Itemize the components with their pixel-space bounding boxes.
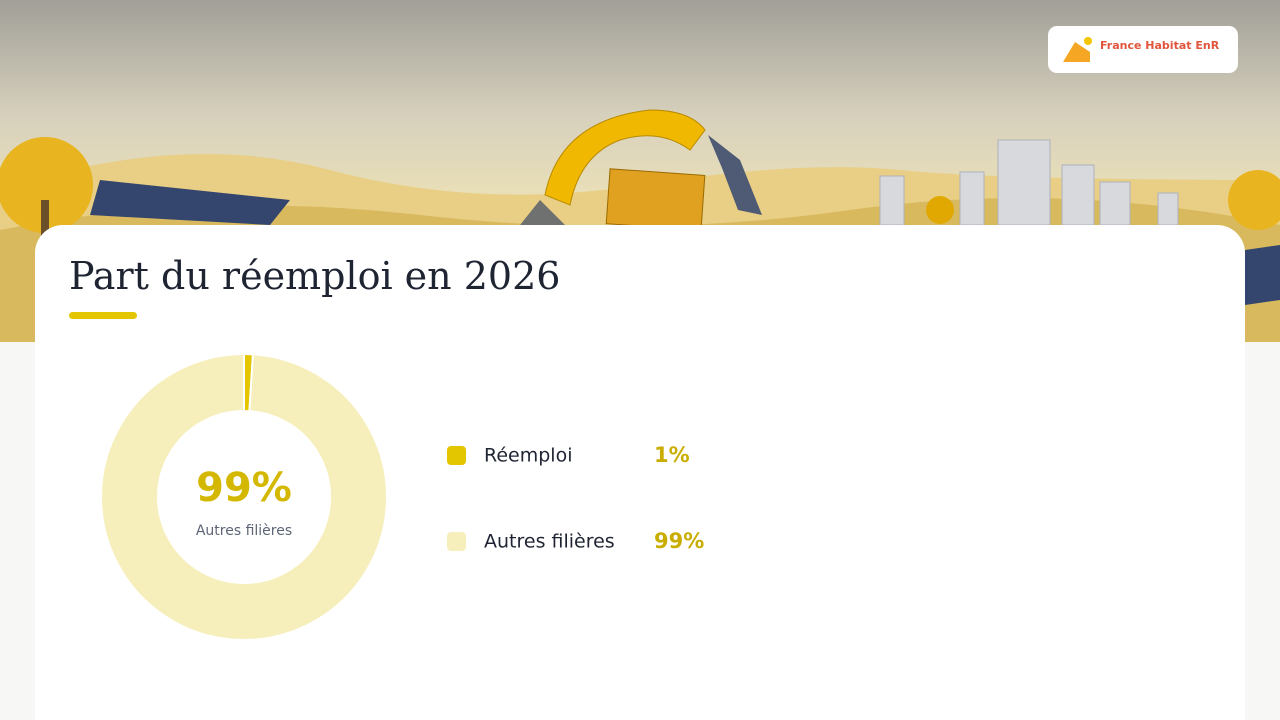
brand: France Habitat EnR: [1100, 39, 1220, 52]
legend-value: 99%: [654, 529, 704, 553]
legend-swatch: [447, 532, 466, 551]
center-label: Autres filières: [196, 523, 292, 539]
pie-slice: [100, 352, 388, 641]
legend-label: Réemploi: [484, 445, 572, 467]
legend-label: Autres filières: [484, 531, 615, 553]
legend-swatch: [447, 446, 466, 465]
legend-value: 1%: [654, 443, 690, 467]
title-underline: [69, 312, 137, 319]
center-value: 99%: [196, 465, 292, 511]
chart-title: Part du réemploi en 2026: [69, 254, 560, 298]
